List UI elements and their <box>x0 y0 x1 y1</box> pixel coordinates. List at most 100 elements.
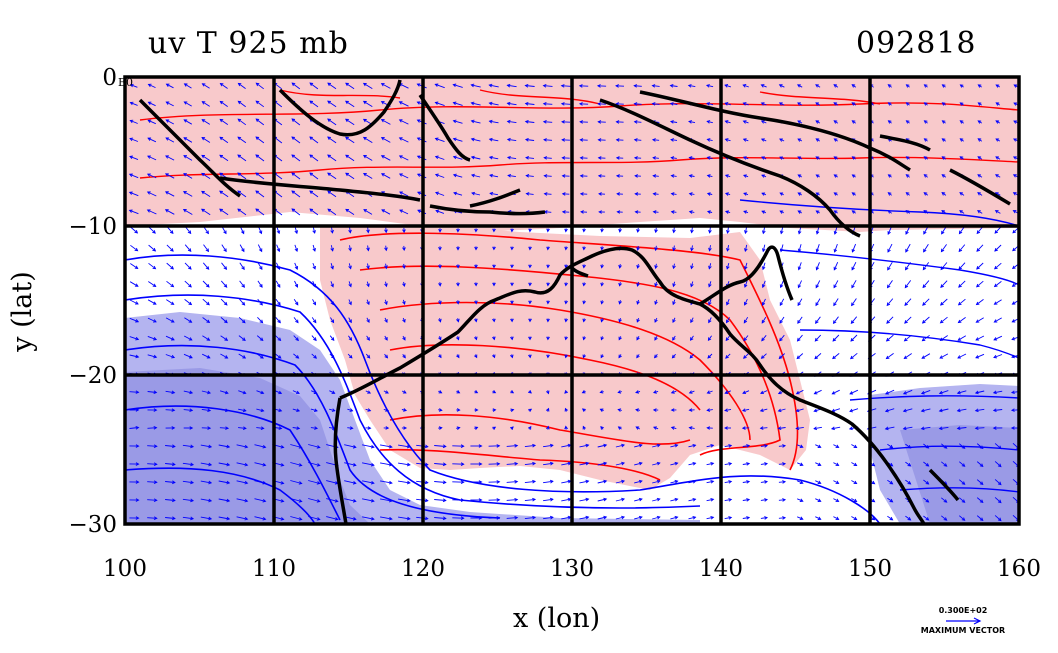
wind-vector-arrow <box>543 444 553 448</box>
wind-vector-arrow <box>129 427 139 429</box>
reference-vector-arrow <box>946 617 982 625</box>
wind-vector-arrowhead <box>205 248 210 253</box>
wind-vector-arrow <box>778 463 786 465</box>
wind-vector-arrowhead <box>578 102 583 106</box>
wind-vector-arrowhead <box>309 136 313 140</box>
x-tick-label: 140 <box>699 556 743 582</box>
wind-vector-arrow <box>851 280 857 288</box>
wind-vector-arrow <box>129 354 139 358</box>
x-tick-label: 120 <box>401 556 445 582</box>
wind-vector-arrowhead <box>706 426 711 430</box>
wind-vector-arrow <box>345 82 355 90</box>
wind-vector-arrowhead <box>636 300 640 305</box>
wind-vector-arrowhead <box>417 191 421 195</box>
wind-vector-arrowhead <box>905 174 910 178</box>
wind-vector-arrow <box>670 103 678 105</box>
wind-vector-arrowhead <box>726 265 730 270</box>
wind-vector-arrowhead <box>582 336 586 341</box>
wind-vector-arrowhead <box>262 462 267 467</box>
wind-vector-arrow <box>255 190 265 198</box>
wind-vector-arrowhead <box>672 229 676 234</box>
wind-vector-arrowhead <box>312 283 316 288</box>
wind-vector-arrow <box>236 480 248 484</box>
wind-vector-arrowhead <box>474 390 479 394</box>
wind-vector-arrowhead <box>128 209 133 213</box>
wind-vector-arrow <box>293 317 299 323</box>
wind-vector-arrow <box>238 316 246 324</box>
wind-vector-arrow <box>778 517 786 519</box>
wind-vector-arrowhead <box>992 426 997 430</box>
wind-vector-arrow <box>597 462 607 466</box>
wind-vector-arrow <box>399 191 409 197</box>
wind-vector-arrowhead <box>851 174 856 178</box>
wind-vector-arrowhead <box>994 247 998 252</box>
wind-vector-arrow <box>255 118 265 126</box>
wind-vector-arrowhead <box>995 138 1000 142</box>
wind-vector-arrowhead <box>188 355 193 359</box>
wind-vector-arrowhead <box>889 516 894 521</box>
wind-vector-arrowhead <box>941 174 946 178</box>
wind-vector-arrowhead <box>492 246 496 251</box>
wind-vector-arrow <box>201 408 211 412</box>
wind-vector-arrowhead <box>652 210 657 214</box>
wind-vector-arrowhead <box>416 101 421 105</box>
wind-vector-arrowhead <box>782 480 787 484</box>
wind-vector-arrowhead <box>746 516 751 520</box>
wind-vector-arrowhead <box>638 461 643 466</box>
wind-vector-arrowhead <box>224 355 229 359</box>
wind-vector-arrowhead <box>241 284 245 288</box>
wind-vector-arrow <box>543 85 553 87</box>
wind-vector-arrowhead <box>366 265 370 270</box>
wind-vector-arrow <box>327 118 337 126</box>
wind-vector-arrow <box>851 298 857 306</box>
wind-vector-arrowhead <box>995 120 1000 124</box>
wind-vector-arrowhead <box>669 102 674 106</box>
plot-frame <box>123 75 1021 526</box>
wind-vector-arrow <box>849 389 859 395</box>
wind-vector-arrowhead <box>362 100 367 105</box>
wind-vector-arrowhead <box>923 230 927 235</box>
wind-vector-arrowhead <box>616 192 620 196</box>
wind-vector-arrowhead <box>923 102 928 106</box>
wind-vector-arrow <box>326 498 338 502</box>
wind-vector-arrowhead <box>532 461 537 466</box>
wind-vector-arrowhead <box>797 102 801 106</box>
wind-vector-arrowhead <box>638 515 643 520</box>
wind-vector-arrowhead <box>473 336 478 341</box>
wind-vector-arrowhead <box>764 480 769 484</box>
wind-vector-arrowhead <box>979 499 984 504</box>
contour-cool-east-3 <box>879 445 1019 451</box>
wind-vector-arrowhead <box>291 172 296 176</box>
wind-vector-arrowhead <box>833 210 838 214</box>
wind-vector-arrow <box>312 280 316 288</box>
wind-vector-arrow <box>220 101 228 107</box>
contour-cool-1 <box>125 254 881 524</box>
wind-vector-arrowhead <box>146 191 151 195</box>
wind-vector-arrowhead <box>636 318 640 323</box>
wind-vector-arrowhead <box>398 101 403 105</box>
wind-vector-arrowhead <box>291 208 296 212</box>
wind-vector-arrowhead <box>172 444 176 449</box>
wind-vector-arrowhead <box>651 138 656 142</box>
wind-vector-arrow <box>293 335 299 341</box>
wind-vector-arrow <box>633 444 643 448</box>
coastlines <box>138 79 1011 524</box>
wind-vector-arrowhead <box>993 283 998 288</box>
wind-vector-arrowhead <box>813 391 818 395</box>
wind-vector-arrowhead <box>316 463 321 467</box>
wind-vector-arrow <box>165 191 175 197</box>
coastline-australia-west <box>333 397 348 524</box>
wind-vector-arrowhead <box>741 426 746 430</box>
wind-vector-arrow <box>471 192 481 196</box>
wind-vector-arrowhead <box>546 336 550 341</box>
wind-vector-arrow <box>814 353 822 359</box>
wind-vector-arrow <box>309 172 319 180</box>
wind-vector-arrowhead <box>597 102 601 106</box>
wind-vector-arrow <box>579 516 589 520</box>
wind-vector-arrow <box>959 515 965 521</box>
wind-vector-arrowhead <box>728 444 733 448</box>
wind-vector-arrow <box>331 227 333 233</box>
wind-vector-arrowhead <box>219 118 224 123</box>
wind-vector-arrowhead <box>327 136 331 140</box>
wind-vector-arrowhead <box>779 230 784 235</box>
